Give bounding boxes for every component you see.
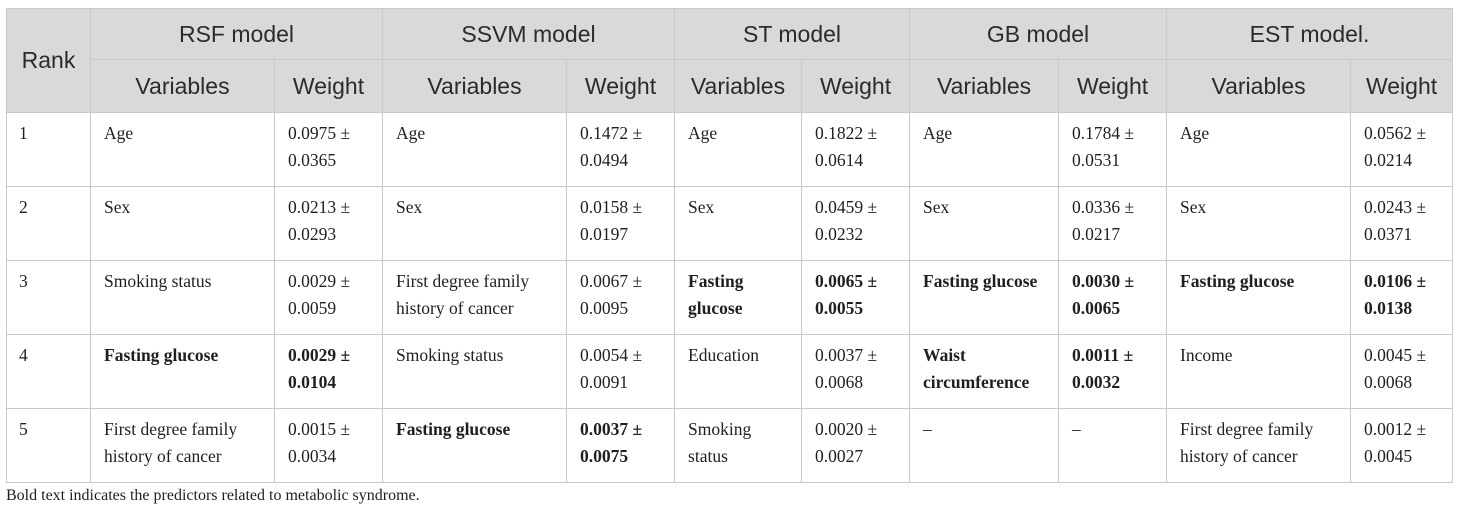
weight-cell: 0.0029 ± 0.0059 <box>273 260 384 335</box>
weight-cell: 0.0067 ± 0.0095 <box>566 260 676 335</box>
weight-cell: 0.1822 ± 0.0614 <box>801 112 911 187</box>
table-body: 1 Age 0.0975 ± 0.0365 Age 0.1472 ± 0.0494 Age… <box>6 112 1454 483</box>
weight-cell: 0.0015 ± 0.0034 <box>273 408 384 483</box>
variable-cell: Fasting glucose <box>909 260 1060 335</box>
weight-cell: 0.0020 ± 0.0027 <box>801 408 911 483</box>
variable-cell: Sex <box>382 186 568 261</box>
table-row: 3 Smoking status 0.0029 ± 0.0059 First degr… <box>6 260 1454 335</box>
table-row: 4 Fasting glucose 0.0029 ± 0.0104 Smoking s… <box>6 334 1454 409</box>
table-container: Rank RSF model SSVM model ST model GB mo… <box>6 8 1454 504</box>
variable-cell: Income <box>1166 334 1352 409</box>
table-row: 5 First degree family history of cancer 0.… <box>6 408 1454 483</box>
variables-header: Variables <box>909 59 1060 113</box>
weight-cell: 0.0045 ± 0.0068 <box>1350 334 1454 409</box>
weight-cell: 0.0213 ± 0.0293 <box>273 186 384 261</box>
rank-cell: 3 <box>6 260 91 335</box>
weight-header: Weight <box>1058 59 1168 113</box>
variable-cell: Sex <box>674 186 803 261</box>
variable-cell: First degree family history of cancer <box>382 260 568 335</box>
model-header-st: ST model <box>674 8 911 60</box>
weight-cell: 0.0012 ± 0.0045 <box>1350 408 1454 483</box>
weight-header: Weight <box>1350 59 1454 113</box>
variables-header: Variables <box>382 59 568 113</box>
variable-cell: Age <box>674 112 803 187</box>
variable-cell: Sex <box>909 186 1060 261</box>
variable-cell: Fasting glucose <box>382 408 568 483</box>
weight-cell: 0.1472 ± 0.0494 <box>566 112 676 187</box>
variables-header: Variables <box>90 59 275 113</box>
variable-cell: Education <box>674 334 803 409</box>
table-row: 1 Age 0.0975 ± 0.0365 Age 0.1472 ± 0.0494 Age… <box>6 112 1454 187</box>
model-header-gb: GB model <box>909 8 1168 60</box>
model-header-rsf: RSF model <box>89 8 384 60</box>
weight-header: Weight <box>801 59 911 113</box>
weight-cell: 0.0065 ± 0.0055 <box>801 260 911 335</box>
weight-cell: 0.0243 ± 0.0371 <box>1350 186 1454 261</box>
variable-cell: Fasting glucose <box>674 260 803 335</box>
variable-cell: Fasting glucose <box>1166 260 1352 335</box>
variable-cell: Age <box>1166 112 1352 187</box>
model-variable-weight-table: Rank RSF model SSVM model ST model GB mo… <box>6 8 1454 483</box>
variable-cell: Sex <box>1166 186 1352 261</box>
variables-header: Variables <box>674 59 803 113</box>
model-header-est: EST model. <box>1166 8 1454 60</box>
weight-cell: 0.0562 ± 0.0214 <box>1350 112 1454 187</box>
variable-cell: First degree family history of cancer <box>90 408 275 483</box>
weight-cell: 0.0011 ± 0.0032 <box>1058 334 1168 409</box>
weight-cell: 0.0459 ± 0.0232 <box>801 186 911 261</box>
weight-cell: 0.0975 ± 0.0365 <box>273 112 384 187</box>
variable-cell: – <box>909 408 1060 483</box>
variable-cell: Waist circumference <box>909 334 1060 409</box>
variable-cell: Sex <box>90 186 275 261</box>
variables-header: Variables <box>1166 59 1352 113</box>
rank-cell: 1 <box>6 112 91 187</box>
table-row: 2 Sex 0.0213 ± 0.0293 Sex 0.0158 ± 0.0197 Sex… <box>6 186 1454 261</box>
variable-cell: Age <box>90 112 275 187</box>
variable-cell: First degree family history of cancer <box>1166 408 1352 483</box>
table-footnote: Bold text indicates the predictors relat… <box>6 487 420 504</box>
weight-cell: 0.0029 ± 0.0104 <box>273 334 384 409</box>
variable-cell: Age <box>909 112 1060 187</box>
rank-header: Rank <box>6 8 91 113</box>
variable-cell: Smoking status <box>674 408 803 483</box>
weight-cell: 0.1784 ± 0.0531 <box>1058 112 1168 187</box>
weight-cell: 0.0037 ± 0.0075 <box>566 408 676 483</box>
rank-cell: 5 <box>6 408 91 483</box>
header-row-columns: Variables Weight Variables Weight Variab… <box>7 59 1454 113</box>
weight-cell: 0.0336 ± 0.0217 <box>1058 186 1168 261</box>
weight-header: Weight <box>566 59 676 113</box>
rank-cell: 2 <box>6 186 91 261</box>
variable-cell: Smoking status <box>90 260 275 335</box>
weight-cell: 0.0158 ± 0.0197 <box>566 186 676 261</box>
variable-cell: Age <box>382 112 568 187</box>
weight-cell: 0.0054 ± 0.0091 <box>566 334 676 409</box>
weight-cell: 0.0037 ± 0.0068 <box>801 334 911 409</box>
weight-header: Weight <box>273 59 384 113</box>
weight-cell: – <box>1058 408 1168 483</box>
rank-cell: 4 <box>6 334 91 409</box>
weight-cell: 0.0106 ± 0.0138 <box>1350 260 1454 335</box>
variable-cell: Smoking status <box>382 334 568 409</box>
weight-cell: 0.0030 ± 0.0065 <box>1058 260 1168 335</box>
variable-cell: Fasting glucose <box>90 334 275 409</box>
header-row-models: Rank RSF model SSVM model ST model GB mo… <box>6 8 1454 113</box>
model-header-ssvm: SSVM model <box>382 8 676 60</box>
